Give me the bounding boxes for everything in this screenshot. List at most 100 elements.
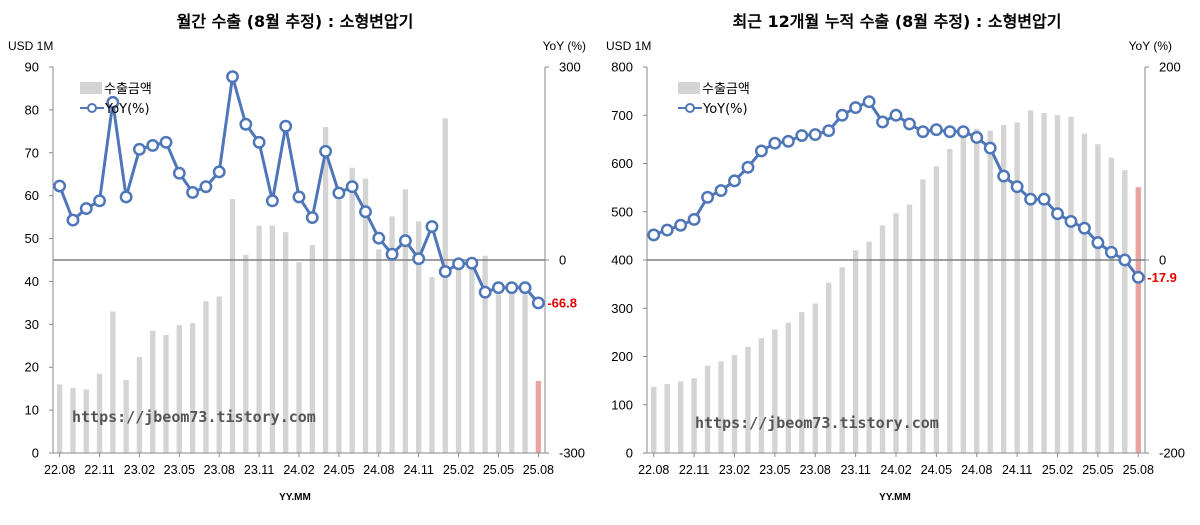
yoy-point-22.12 [106,95,120,109]
yoy-point-24.05 [332,186,346,200]
bar-25.05 [1095,144,1101,453]
yoy-point-22.08 [647,228,661,242]
bar-23.05 [176,325,182,453]
watermark-text: https://jbeom73.tistory.com [72,408,316,426]
x-tick-label: 23.05 [759,463,790,477]
left-tick-label: 700 [611,108,633,123]
yoy-point-23.11 [252,135,266,149]
yoy-point-25.02 [452,257,466,271]
yoy-point-24.01 [876,115,889,129]
yoy-point-23.08 [212,165,226,179]
bar-24.06 [947,149,953,453]
yoy-point-23.10 [239,117,253,131]
yoy-point-22.11 [93,194,106,208]
right-tick-label: -300 [559,446,585,461]
bar-25.08 [535,380,542,453]
bar-23.07 [203,301,209,453]
yoy-point-24.10 [997,169,1011,183]
legend-label-bar: 수출금액 [104,82,152,97]
yoy-point-22.08 [53,179,67,193]
left-tick-label: 60 [25,188,39,203]
x-tick-label: 24.05 [323,463,354,477]
yoy-point-25.06 [505,281,519,295]
left-tick-label: 300 [611,301,633,316]
bar-23.03 [150,330,156,453]
left-tick-label: 90 [25,60,39,75]
yoy-point-24.12 [1024,192,1038,206]
x-tick-label: 22.08 [638,463,669,477]
yoy-point-25.01 [1037,192,1051,206]
x-tick-label: 24.05 [921,463,952,477]
left-axis-unit: USD 1M [606,39,651,53]
yoy-point-25.07 [1118,253,1132,267]
bar-25.06 [509,290,515,453]
bar-25.07 [522,294,528,453]
yoy-point-24.02 [889,108,903,122]
bar-23.06 [785,322,792,453]
yoy-point-23.11 [849,101,863,114]
bar-25.08 [1135,187,1141,453]
bar-24.11 [416,221,422,453]
yoy-point-23.07 [795,129,809,142]
yoy-point-25.02 [1051,207,1064,221]
legend-label-bar: 수출금액 [702,82,750,97]
bar-25.03 [469,260,475,453]
bar-23.11 [256,225,262,453]
yoy-point-23.12 [862,95,876,109]
yoy-point-24.05 [929,123,943,137]
last-value-label: -66.8 [547,295,577,310]
bar-23.04 [163,335,169,453]
chart-title: 최근 12개월 누적 수출 (8월 추정) : 소형변압기 [733,12,1062,31]
x-tick-label: 25.02 [1042,463,1073,477]
bar-24.04 [920,179,926,454]
yoy-point-25.04 [478,285,492,299]
yoy-point-24.11 [412,252,426,266]
yoy-point-25.01 [438,265,452,279]
bar-25.04 [1081,133,1088,453]
bar-24.12 [429,277,435,453]
bar-23.01 [123,380,129,453]
left-tick-label: 0 [626,446,633,461]
bar-22.10 [677,381,684,453]
yoy-point-25.03 [1064,214,1078,228]
left-tick-label: 30 [25,317,39,332]
bar-22.08 [651,386,657,453]
bar-24.11 [1014,122,1020,454]
bar-22.11 [96,373,103,453]
right-tick-label: 200 [1159,60,1181,75]
yoy-point-22.10 [674,218,688,232]
bar-25.02 [1054,115,1061,453]
bar-22.09 [664,384,670,453]
bar-24.04 [322,127,329,454]
bar-25.01 [1041,112,1047,454]
x-tick-label: 23.05 [164,463,195,477]
x-axis-title: YY.MM [879,492,911,503]
x-tick-label: 23.08 [800,463,831,477]
bar-23.01 [718,361,724,453]
yoy-point-25.06 [1104,245,1118,259]
yoy-point-23.01 [119,190,133,204]
bar-23.11 [852,250,859,453]
x-tick-label: 24.02 [880,463,911,477]
yoy-point-25.05 [492,281,505,295]
yoy-point-23.07 [199,180,213,194]
yoy-point-23.06 [781,134,795,148]
legend: 수출금액 YoY(%) [678,82,750,117]
left-tick-label: 40 [25,274,39,289]
bar-23.03 [745,346,751,453]
yoy-point-22.12 [701,190,715,204]
bar-24.12 [1027,110,1034,454]
bar-24.06 [349,167,355,454]
yoy-point-23.02 [132,142,146,156]
legend-marker [685,103,695,113]
yoy-point-24.09 [983,141,997,155]
bar-25.01 [442,118,448,453]
bar-23.10 [243,254,249,453]
yoy-point-24.07 [359,205,372,219]
yoy-point-24.07 [956,125,970,139]
left-tick-label: 400 [611,253,633,268]
watermark-text: https://jbeom73.tistory.com [695,414,939,432]
x-tick-label: 24.08 [961,463,992,477]
bar-24.02 [893,213,899,453]
